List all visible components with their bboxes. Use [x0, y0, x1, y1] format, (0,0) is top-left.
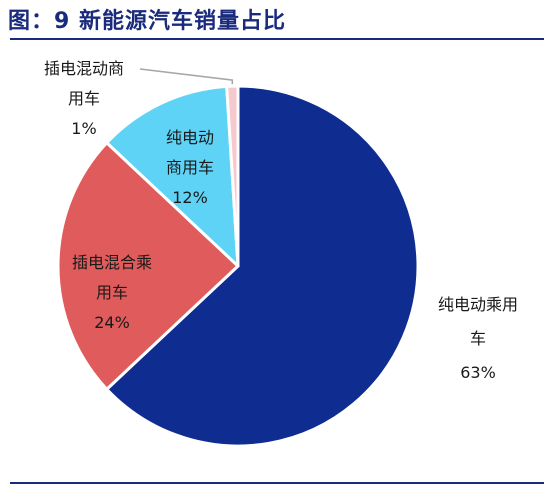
pie-slice: [105, 84, 240, 268]
slice-label: 纯电动商用车 12%: [166, 128, 214, 207]
leader-line: [139, 68, 234, 85]
slice-label: 纯电动乘用车 63%: [438, 295, 518, 382]
title-rule: [10, 38, 544, 40]
pie-slices: [56, 84, 420, 448]
pie-labels: 纯电动乘用车 63% 插电混合乘用车 24% 纯电动商用车 12% 插电混动商用车 1%: [44, 59, 518, 382]
pie-slice: [225, 84, 240, 268]
figure-title: 图：9 新能源汽车销量占比: [8, 9, 286, 34]
slice-label: 插电混合乘用车 24%: [72, 253, 152, 332]
pie-slice: [56, 141, 240, 391]
pie-slice: [105, 84, 420, 448]
bottom-rule: [10, 482, 544, 484]
slice-label: 插电混动商用车 1%: [44, 59, 124, 138]
